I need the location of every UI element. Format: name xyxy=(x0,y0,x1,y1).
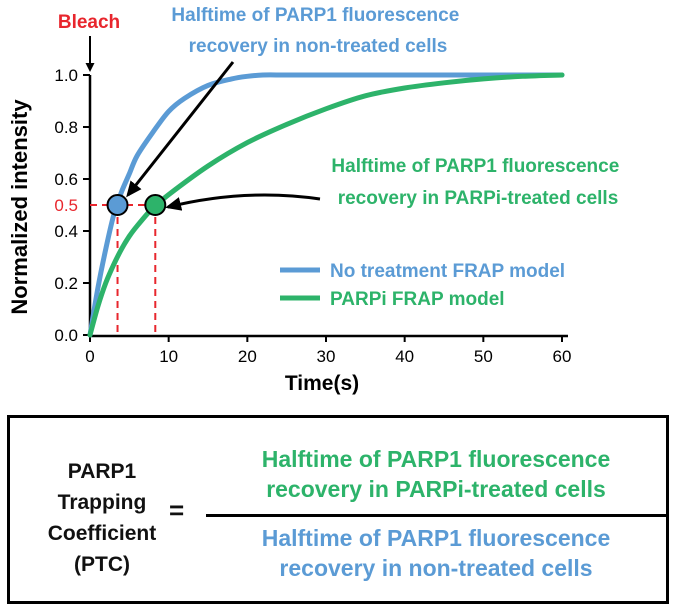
fraction-bar xyxy=(206,514,666,517)
ptc-term-line: (PTC) xyxy=(74,553,130,576)
annotation-non-treated: Halftime of PARP1 fluorescence recovery … xyxy=(171,5,464,57)
x-tick-label: 0 xyxy=(85,347,94,366)
denominator-line: recovery in non-treated cells xyxy=(279,555,593,581)
x-axis-label: Time(s) xyxy=(285,372,359,395)
x-tick-label: 40 xyxy=(395,347,414,366)
formula-denominator: Halftime of PARP1 fluorescence recovery … xyxy=(206,523,666,583)
annotation-non-treated-line-2: recovery in non-treated cells xyxy=(189,36,448,57)
bleach-label: Bleach xyxy=(58,12,120,33)
ptc-term: PARP1 Trapping Coefficient (PTC) xyxy=(36,456,168,580)
y-tick-label: 0.4 xyxy=(54,222,78,241)
numerator-line: recovery in PARPi-treated cells xyxy=(266,476,606,502)
legend-label-no-treatment: No treatment FRAP model xyxy=(330,261,565,282)
y-extra-label: 0.5 xyxy=(54,196,78,215)
y-tick-label: 0.2 xyxy=(54,274,78,293)
annotation-parpi-treated-line-1: Halftime of PARP1 fluorescence xyxy=(331,156,619,177)
x-tick-label: 60 xyxy=(553,347,572,366)
annotation-non-treated-line-1: Halftime of PARP1 fluorescence xyxy=(171,5,459,26)
annotation-parpi-treated-arrow xyxy=(165,193,321,211)
ptc-term-line: Coefficient xyxy=(47,522,157,545)
denominator-line: Halftime of PARP1 fluorescence xyxy=(261,525,611,551)
legend-label-parpi: PARPi FRAP model xyxy=(330,289,505,310)
ptc-term-line: PARP1 xyxy=(67,460,137,483)
x-tick-label: 10 xyxy=(159,347,178,366)
legend: No treatment FRAP model PARPi FRAP model xyxy=(280,261,565,310)
x-tick-label: 50 xyxy=(474,347,493,366)
x-tick-label: 30 xyxy=(317,347,336,366)
y-tick-label: 0.8 xyxy=(54,118,78,137)
formula-numerator: Halftime of PARP1 fluorescence recovery … xyxy=(206,444,666,504)
frap-chart: 0.0 0.2 0.4 0.6 0.8 1.0 0.5 0 10 20 30 40 50 60 Time… xyxy=(7,5,624,395)
y-axis-label: Normalized intensity xyxy=(7,99,32,315)
y-tick-label: 1.0 xyxy=(54,66,78,85)
annotation-parpi-treated-line-2: recovery in PARPi-treated cells xyxy=(338,188,619,209)
x-tick-label: 20 xyxy=(238,347,257,366)
y-tick-label: 0.0 xyxy=(54,326,78,345)
y-tick-label: 0.6 xyxy=(54,170,78,189)
annotation-non-treated-arrow xyxy=(126,61,235,198)
annotation-parpi-treated: Halftime of PARP1 fluorescence recovery … xyxy=(331,156,624,209)
ptc-formula-box: PARP1 Trapping Coefficient (PTC) = Halft… xyxy=(7,415,669,604)
equals-sign: = xyxy=(169,495,185,525)
series-line-parpi xyxy=(87,72,565,338)
numerator-line: Halftime of PARP1 fluorescence xyxy=(261,446,611,472)
halftime-point-parpi xyxy=(144,194,167,216)
ptc-term-line: Trapping xyxy=(57,491,147,514)
halftime-point-no-treatment xyxy=(106,194,129,216)
